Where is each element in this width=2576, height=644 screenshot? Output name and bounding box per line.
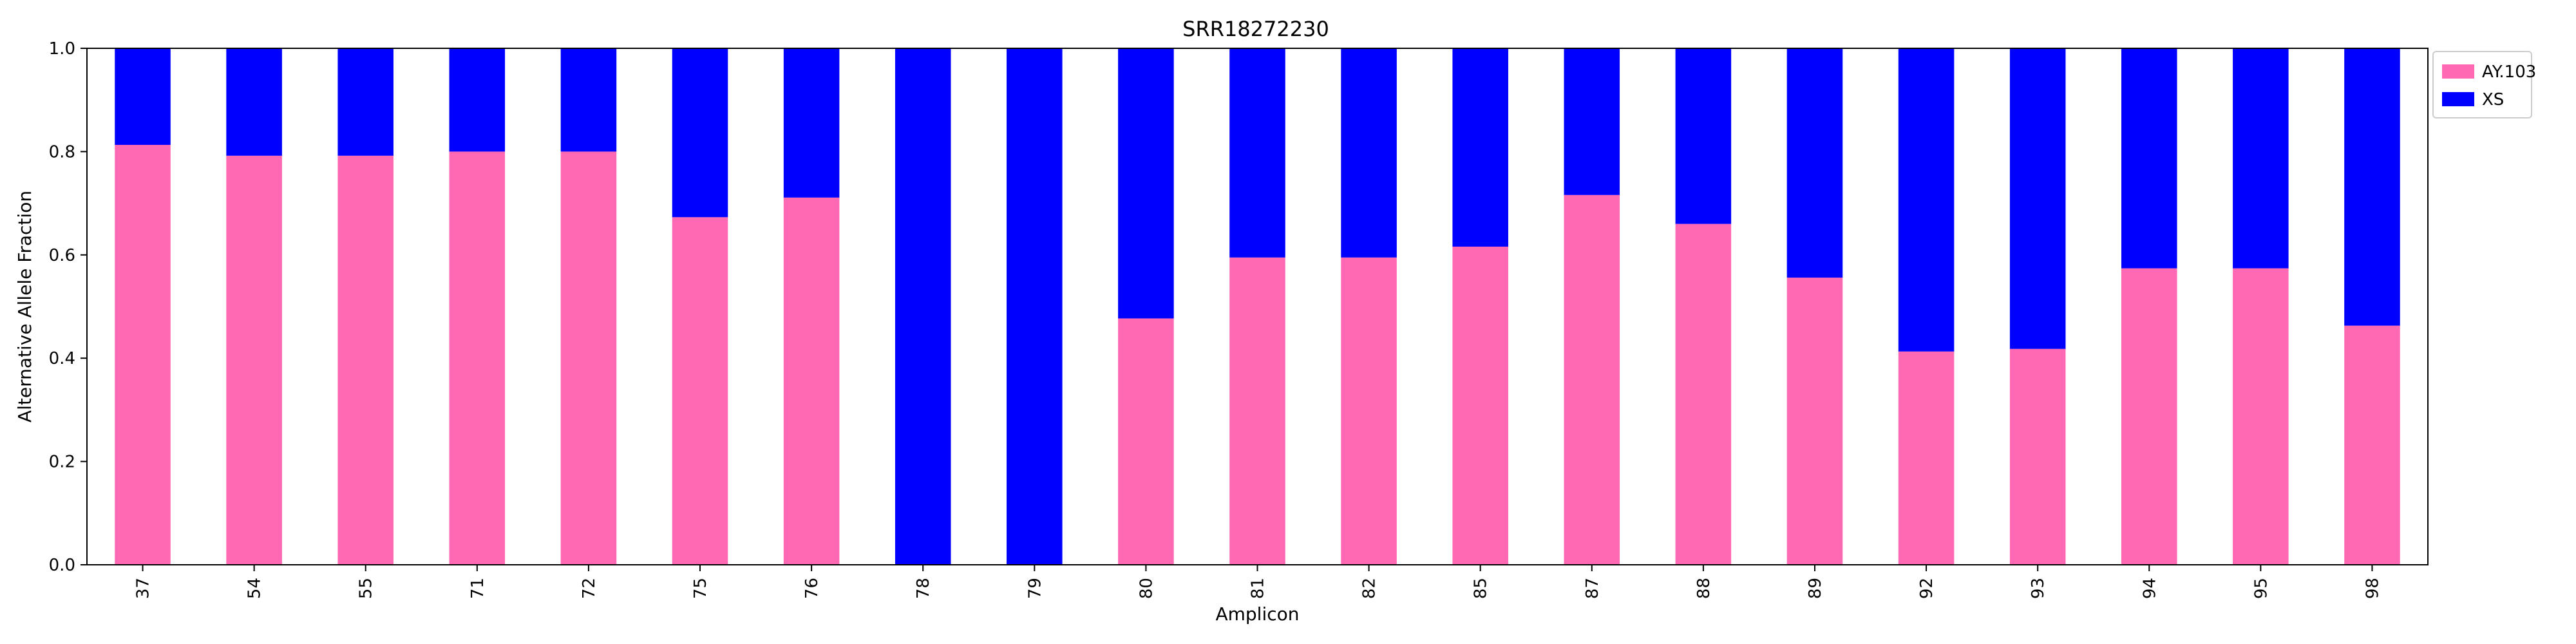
bar-xs-88 bbox=[1675, 48, 1732, 224]
y-tick-label: 0.6 bbox=[49, 246, 75, 265]
bar-xs-82 bbox=[1341, 48, 1397, 258]
bar-xs-87 bbox=[1564, 48, 1620, 195]
x-tick-label: 81 bbox=[1249, 578, 1268, 599]
x-tick-label: 80 bbox=[1137, 578, 1156, 599]
bar-ay103-75 bbox=[672, 217, 728, 565]
x-tick-label: 89 bbox=[1806, 578, 1825, 599]
bar-ay103-80 bbox=[1118, 318, 1174, 565]
bar-ay103-85 bbox=[1452, 246, 1508, 565]
x-tick-label: 76 bbox=[802, 578, 822, 599]
legend-swatch-xs bbox=[2442, 92, 2474, 106]
bar-ay103-95 bbox=[2233, 268, 2289, 565]
x-tick-label: 85 bbox=[1472, 578, 1491, 599]
legend: AY.103 XS bbox=[2432, 51, 2536, 118]
bar-xs-80 bbox=[1118, 48, 1174, 319]
x-tick-label: 93 bbox=[2029, 578, 2048, 599]
y-tick-label: 0.8 bbox=[49, 142, 75, 162]
legend-label-xs: XS bbox=[2482, 90, 2504, 109]
x-tick-label: 92 bbox=[1917, 578, 1937, 599]
x-tick-label: 37 bbox=[134, 578, 153, 599]
x-tick-label: 54 bbox=[245, 578, 265, 599]
x-tick-label: 82 bbox=[1360, 578, 1379, 599]
y-tick-label: 0.0 bbox=[49, 556, 75, 575]
bar-xs-79 bbox=[1007, 48, 1063, 565]
x-tick-label: 78 bbox=[914, 578, 933, 599]
bar-xs-93 bbox=[2009, 48, 2066, 349]
bar-ay103-89 bbox=[1786, 278, 1843, 565]
x-tick-label: 94 bbox=[2140, 578, 2159, 599]
bar-ay103-54 bbox=[226, 155, 282, 565]
bar-ay103-37 bbox=[115, 144, 171, 565]
x-tick-label: 87 bbox=[1583, 578, 1602, 599]
bars-layer bbox=[115, 48, 2400, 565]
bar-ay103-98 bbox=[2344, 325, 2400, 565]
bar-xs-94 bbox=[2121, 48, 2177, 269]
bar-ay103-92 bbox=[1898, 351, 1955, 565]
bar-ay103-55 bbox=[337, 155, 394, 565]
bar-xs-89 bbox=[1786, 48, 1843, 278]
bar-ay103-72 bbox=[560, 151, 617, 565]
bar-ay103-88 bbox=[1675, 223, 1732, 565]
y-axis-label: Alternative Allele Fraction bbox=[14, 191, 35, 422]
bar-xs-54 bbox=[226, 48, 282, 156]
x-tick-label: 95 bbox=[2251, 578, 2271, 599]
x-tick-label: 55 bbox=[357, 578, 376, 599]
bar-ay103-71 bbox=[449, 151, 506, 565]
y-tick-label: 0.4 bbox=[49, 349, 75, 368]
bar-xs-55 bbox=[337, 48, 394, 156]
bar-ay103-82 bbox=[1341, 257, 1397, 565]
x-tick-label: 79 bbox=[1025, 578, 1045, 599]
y-axis: 0.0 0.2 0.4 0.6 0.8 1.0 bbox=[49, 39, 87, 575]
chart-title: SRR18272230 bbox=[1182, 17, 1329, 41]
bar-xs-85 bbox=[1452, 48, 1508, 247]
bar-xs-81 bbox=[1229, 48, 1285, 258]
x-tick-label: 71 bbox=[468, 578, 488, 599]
bar-xs-76 bbox=[783, 48, 840, 198]
bar-ay103-94 bbox=[2121, 268, 2177, 565]
x-tick-label: 75 bbox=[691, 578, 710, 599]
bar-xs-92 bbox=[1898, 48, 1955, 352]
legend-swatch-ay103 bbox=[2442, 64, 2474, 79]
x-tick-label: 98 bbox=[2363, 578, 2382, 599]
bar-ay103-87 bbox=[1564, 194, 1620, 565]
bar-ay103-81 bbox=[1229, 257, 1285, 565]
bar-xs-95 bbox=[2233, 48, 2289, 269]
y-tick-label: 1.0 bbox=[49, 39, 75, 59]
legend-label-ay103: AY.103 bbox=[2482, 62, 2536, 82]
bar-xs-37 bbox=[115, 48, 171, 145]
x-axis: 37 54 55 71 72 75 76 78 79 80 81 82 85 87 88 89 92 93 94 95… bbox=[134, 565, 2382, 599]
bar-ay103-76 bbox=[783, 197, 840, 565]
bar-xs-75 bbox=[672, 48, 728, 218]
bar-xs-98 bbox=[2344, 48, 2400, 326]
bar-xs-78 bbox=[895, 48, 951, 565]
bar-ay103-93 bbox=[2009, 348, 2066, 565]
x-tick-label: 72 bbox=[580, 578, 599, 599]
bar-xs-71 bbox=[449, 48, 506, 152]
x-tick-label: 88 bbox=[1694, 578, 1714, 599]
bar-xs-72 bbox=[560, 48, 617, 152]
x-axis-label: Amplicon bbox=[1215, 603, 1299, 625]
y-tick-label: 0.2 bbox=[49, 453, 75, 472]
